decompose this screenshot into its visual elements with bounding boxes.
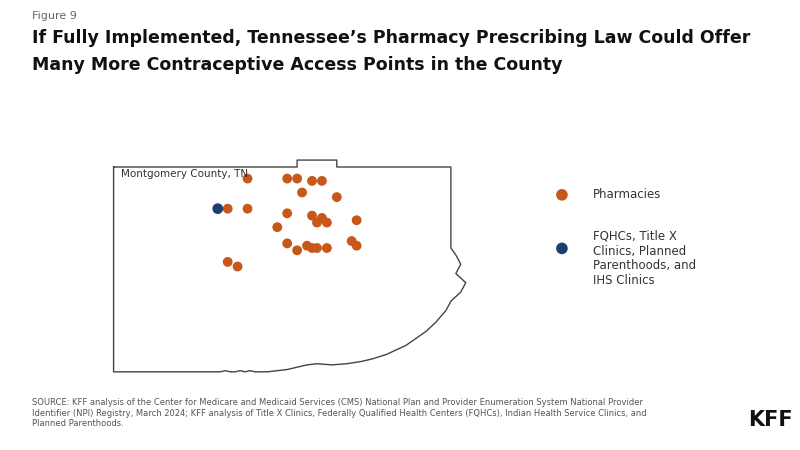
Point bbox=[241, 205, 254, 212]
Point bbox=[222, 258, 234, 265]
Point bbox=[241, 175, 254, 182]
Text: Figure 9: Figure 9 bbox=[32, 11, 77, 21]
Point bbox=[310, 219, 323, 226]
Point bbox=[321, 219, 334, 226]
Point bbox=[346, 238, 358, 245]
Point bbox=[315, 214, 328, 221]
Point bbox=[350, 216, 363, 224]
Point bbox=[321, 244, 334, 252]
Point bbox=[306, 212, 318, 219]
Point bbox=[281, 175, 294, 182]
Text: Many More Contraceptive Access Points in the County: Many More Contraceptive Access Points in… bbox=[32, 56, 562, 74]
Point bbox=[350, 242, 363, 249]
Point bbox=[306, 244, 318, 252]
Point bbox=[281, 240, 294, 247]
Point bbox=[555, 191, 568, 198]
Point bbox=[555, 245, 568, 252]
Text: KFF: KFF bbox=[748, 410, 793, 430]
Point bbox=[296, 189, 309, 196]
Point bbox=[310, 244, 323, 252]
Point bbox=[330, 194, 343, 201]
Text: SOURCE: KFF analysis of the Center for Medicare and Medicaid Services (CMS) Nati: SOURCE: KFF analysis of the Center for M… bbox=[32, 398, 646, 428]
Text: If Fully Implemented, Tennessee’s Pharmacy Prescribing Law Could Offer: If Fully Implemented, Tennessee’s Pharma… bbox=[32, 29, 750, 47]
Point bbox=[271, 224, 284, 231]
Point bbox=[290, 247, 303, 254]
Point bbox=[306, 177, 318, 184]
Point bbox=[222, 205, 234, 212]
Point bbox=[290, 175, 303, 182]
Text: Pharmacies: Pharmacies bbox=[594, 189, 662, 201]
Point bbox=[231, 263, 244, 270]
Point bbox=[301, 242, 314, 249]
Text: Montgomery County, TN: Montgomery County, TN bbox=[121, 169, 248, 180]
Text: FQHCs, Title X
Clinics, Planned
Parenthoods, and
IHS Clinics: FQHCs, Title X Clinics, Planned Parentho… bbox=[594, 230, 697, 288]
Point bbox=[211, 205, 224, 212]
Point bbox=[281, 210, 294, 217]
Point bbox=[315, 177, 328, 184]
